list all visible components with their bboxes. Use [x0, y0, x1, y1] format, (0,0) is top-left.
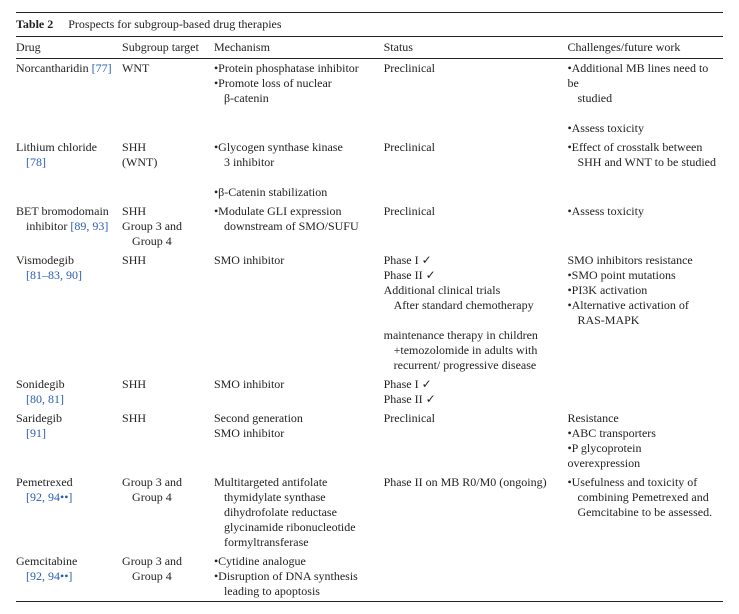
cell-drug: Vismodegib[81–83, 90]: [16, 251, 122, 375]
cell-mechanism: •Cytidine analogue•Disruption of DNA syn…: [214, 552, 384, 602]
cell-subgroup: SHH: [122, 375, 214, 409]
table-title-row: Table 2 Prospects for subgroup-based dru…: [16, 12, 723, 36]
cell-subgroup: SHH: [122, 409, 214, 473]
table-label: Table 2: [16, 17, 53, 31]
drug-table: Drug Subgroup target Mechanism Status Ch…: [16, 36, 723, 602]
table-row: Gemcitabine[92, 94••]Group 3 andGroup 4•…: [16, 552, 723, 602]
cell-mechanism: Multitargeted antifolatethymidylate synt…: [214, 473, 384, 552]
cell-status: [384, 552, 568, 602]
cell-challenges: [567, 552, 723, 602]
citation-ref: [89, 93]: [70, 219, 108, 233]
cell-challenges: •Assess toxicity: [567, 202, 723, 251]
cell-mechanism: SMO inhibitor: [214, 375, 384, 409]
cell-drug: Sonidegib[80, 81]: [16, 375, 122, 409]
citation-ref: [92, 94••]: [16, 569, 116, 584]
cell-mechanism: •Protein phosphatase inhibitor•Promote l…: [214, 59, 384, 139]
cell-challenges: •Additional MB lines need to bestudied•A…: [567, 59, 723, 139]
cell-drug: Saridegib[91]: [16, 409, 122, 473]
cell-status: Phase I ✓Phase II ✓: [384, 375, 568, 409]
cell-challenges: SMO inhibitors resistance•SMO point muta…: [567, 251, 723, 375]
cell-mechanism: •Glycogen synthase kinase3 inhibitor•β-C…: [214, 138, 384, 202]
cell-mechanism: Second generationSMO inhibitor: [214, 409, 384, 473]
cell-drug: Gemcitabine[92, 94••]: [16, 552, 122, 602]
col-status: Status: [384, 37, 568, 59]
cell-status: Preclinical: [384, 59, 568, 139]
table-caption: Prospects for subgroup-based drug therap…: [68, 17, 281, 31]
table-row: Norcantharidin [77]WNT•Protein phosphata…: [16, 59, 723, 139]
col-mechanism: Mechanism: [214, 37, 384, 59]
table-row: Vismodegib[81–83, 90]SHHSMO inhibitorPha…: [16, 251, 723, 375]
cell-status: Preclinical: [384, 138, 568, 202]
citation-ref: [92, 94••]: [16, 490, 116, 505]
cell-subgroup: SHH: [122, 251, 214, 375]
table-row: Sonidegib[80, 81]SHHSMO inhibitorPhase I…: [16, 375, 723, 409]
cell-subgroup: SHH(WNT): [122, 138, 214, 202]
table-body: Norcantharidin [77]WNT•Protein phosphata…: [16, 59, 723, 602]
citation-ref: [77]: [92, 61, 112, 75]
table-row: Saridegib[91]SHHSecond generationSMO inh…: [16, 409, 723, 473]
table-row: Pemetrexed[92, 94••]Group 3 andGroup 4Mu…: [16, 473, 723, 552]
citation-ref: [81–83, 90]: [16, 268, 116, 283]
table-row: Lithium chloride[78]SHH(WNT)•Glycogen sy…: [16, 138, 723, 202]
cell-subgroup: SHHGroup 3 andGroup 4: [122, 202, 214, 251]
cell-mechanism: •Modulate GLI expressiondownstream of SM…: [214, 202, 384, 251]
cell-subgroup: Group 3 andGroup 4: [122, 473, 214, 552]
cell-drug: Pemetrexed[92, 94••]: [16, 473, 122, 552]
col-challenges: Challenges/future work: [567, 37, 723, 59]
cell-challenges: •Usefulness and toxicity ofcombining Pem…: [567, 473, 723, 552]
cell-subgroup: WNT: [122, 59, 214, 139]
cell-drug: Norcantharidin [77]: [16, 59, 122, 139]
cell-mechanism: SMO inhibitor: [214, 251, 384, 375]
cell-drug: Lithium chloride[78]: [16, 138, 122, 202]
cell-status: Phase I ✓Phase II ✓Additional clinical t…: [384, 251, 568, 375]
cell-status: Phase II on MB R0/M0 (ongoing): [384, 473, 568, 552]
cell-challenges: [567, 375, 723, 409]
cell-subgroup: Group 3 andGroup 4: [122, 552, 214, 602]
citation-ref: [80, 81]: [16, 392, 116, 407]
cell-challenges: •Effect of crosstalk betweenSHH and WNT …: [567, 138, 723, 202]
citation-ref: [78]: [16, 155, 116, 170]
cell-challenges: Resistance•ABC transporters•P glycoprote…: [567, 409, 723, 473]
table-container: Table 2 Prospects for subgroup-based dru…: [16, 12, 723, 602]
citation-ref: [91]: [16, 426, 116, 441]
table-row: BET bromodomaininhibitor [89, 93]SHHGrou…: [16, 202, 723, 251]
table-header-row: Drug Subgroup target Mechanism Status Ch…: [16, 37, 723, 59]
cell-drug: BET bromodomaininhibitor [89, 93]: [16, 202, 122, 251]
col-subgroup: Subgroup target: [122, 37, 214, 59]
cell-status: Preclinical: [384, 202, 568, 251]
cell-status: Preclinical: [384, 409, 568, 473]
col-drug: Drug: [16, 37, 122, 59]
